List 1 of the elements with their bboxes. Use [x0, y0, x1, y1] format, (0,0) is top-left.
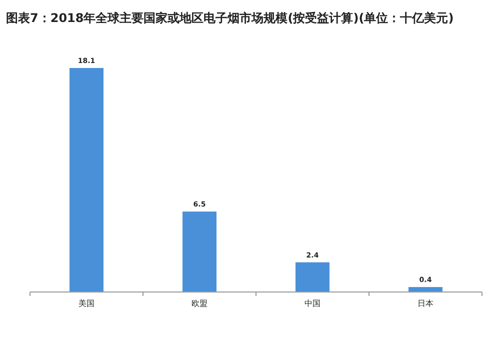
title: 图表7：2018年全球主要国家或地区电子烟市场规模(按受益计算)(单位：十亿美元) [6, 11, 454, 25]
